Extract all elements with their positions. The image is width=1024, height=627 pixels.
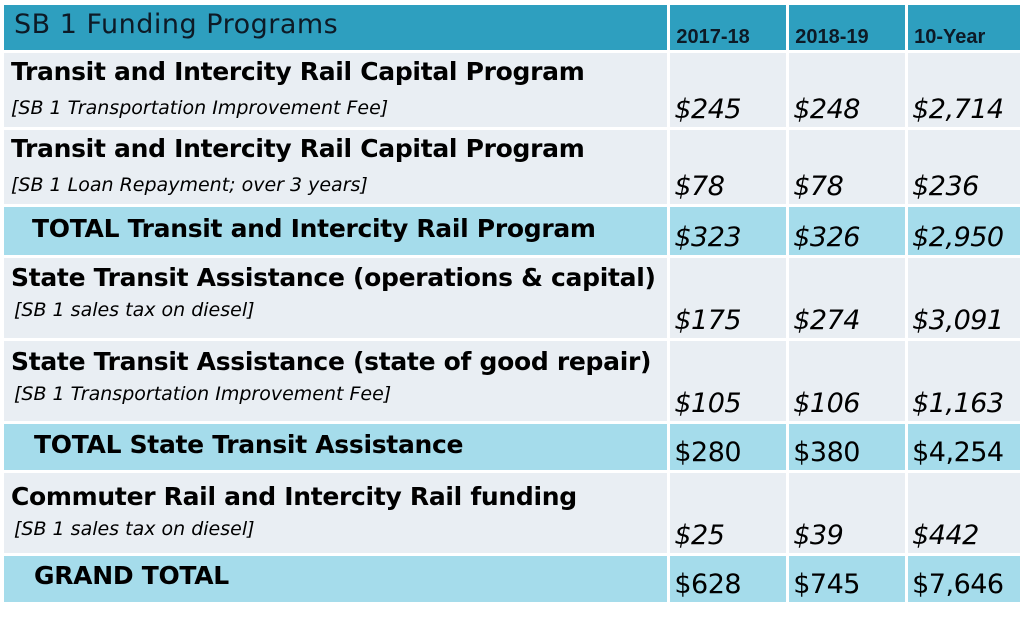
value-cell: $274 bbox=[789, 258, 906, 338]
value-cell: $175 bbox=[670, 258, 787, 338]
value-10-year: $7,646 bbox=[912, 569, 1004, 600]
program-source: [SB 1 Transportation Improvement Fee] bbox=[11, 97, 389, 119]
value-cell: $105 bbox=[670, 341, 787, 421]
value-cell: $280 bbox=[670, 424, 787, 470]
value-cell: $3,091 bbox=[908, 258, 1021, 338]
total-label: TOTAL State Transit Assistance bbox=[34, 430, 464, 459]
value-2018-19: $274 bbox=[793, 305, 860, 336]
program-cell: TOTAL State Transit Assistance bbox=[4, 424, 668, 470]
column-header: 2018-19 bbox=[795, 26, 869, 48]
program-cell: TOTAL Transit and Intercity Rail Program bbox=[4, 207, 668, 255]
value-10-year: $442 bbox=[912, 520, 979, 551]
header-col-10-year: 10-Year bbox=[908, 5, 1021, 50]
value-cell: $2,950 bbox=[908, 207, 1021, 255]
header-col-2018-19: 2018-19 bbox=[789, 5, 906, 50]
value-10-year: $236 bbox=[912, 171, 979, 202]
table-header-row: SB 1 Funding Programs 2017-18 2018-19 10… bbox=[4, 5, 1021, 50]
table-row: Transit and Intercity Rail Capital Progr… bbox=[4, 130, 1021, 204]
value-2017-18: $175 bbox=[674, 305, 742, 336]
program-cell: State Transit Assistance (operations & c… bbox=[4, 258, 668, 338]
program-source: [SB 1 Transportation Improvement Fee] bbox=[14, 383, 392, 405]
program-cell: Commuter Rail and Intercity Rail funding… bbox=[4, 473, 668, 553]
program-name: State Transit Assistance (state of good … bbox=[11, 347, 652, 376]
value-2017-18: $25 bbox=[674, 520, 725, 551]
program-name: Transit and Intercity Rail Capital Progr… bbox=[11, 57, 585, 86]
value-2018-19: $39 bbox=[793, 520, 844, 551]
value-cell: $106 bbox=[789, 341, 906, 421]
value-cell: $4,254 bbox=[908, 424, 1021, 470]
value-cell: $745 bbox=[789, 556, 906, 602]
value-2018-19: $106 bbox=[793, 388, 860, 419]
value-cell: $248 bbox=[789, 53, 906, 127]
value-2018-19: $248 bbox=[793, 94, 860, 125]
value-2018-19: $745 bbox=[793, 569, 860, 600]
value-2017-18: $78 bbox=[674, 171, 725, 202]
value-cell: $628 bbox=[670, 556, 787, 602]
table-title: SB 1 Funding Programs bbox=[14, 9, 339, 40]
total-row: TOTAL State Transit Assistance $280 $380… bbox=[4, 424, 1021, 470]
value-cell: $380 bbox=[789, 424, 906, 470]
value-cell: $1,163 bbox=[908, 341, 1021, 421]
total-label: TOTAL Transit and Intercity Rail Program bbox=[32, 214, 596, 243]
value-cell: $25 bbox=[670, 473, 787, 553]
value-10-year: $2,950 bbox=[912, 222, 1004, 253]
program-cell: Transit and Intercity Rail Capital Progr… bbox=[4, 130, 668, 204]
value-cell: $323 bbox=[670, 207, 787, 255]
funding-table: SB 1 Funding Programs 2017-18 2018-19 10… bbox=[4, 5, 1021, 605]
program-cell: Transit and Intercity Rail Capital Progr… bbox=[4, 53, 668, 127]
program-name: Transit and Intercity Rail Capital Progr… bbox=[11, 134, 585, 163]
total-row: TOTAL Transit and Intercity Rail Program… bbox=[4, 207, 1021, 255]
value-2017-18: $105 bbox=[674, 388, 742, 419]
program-source: [SB 1 sales tax on diesel] bbox=[14, 299, 255, 321]
grand-total-label: GRAND TOTAL bbox=[34, 561, 229, 590]
column-header: 2017-18 bbox=[676, 26, 750, 48]
value-cell: $326 bbox=[789, 207, 906, 255]
value-cell: $245 bbox=[670, 53, 787, 127]
value-10-year: $1,163 bbox=[912, 388, 1004, 419]
table-row: Transit and Intercity Rail Capital Progr… bbox=[4, 53, 1021, 127]
value-2017-18: $245 bbox=[674, 94, 742, 125]
value-2017-18: $628 bbox=[674, 569, 742, 600]
value-10-year: $2,714 bbox=[912, 94, 1004, 125]
header-title-cell: SB 1 Funding Programs bbox=[4, 5, 668, 50]
value-cell: $442 bbox=[908, 473, 1021, 553]
table-row: Commuter Rail and Intercity Rail funding… bbox=[4, 473, 1021, 553]
grand-total-row: GRAND TOTAL $628 $745 $7,646 bbox=[4, 556, 1021, 602]
value-10-year: $4,254 bbox=[912, 437, 1004, 468]
value-cell: $39 bbox=[789, 473, 906, 553]
value-cell: $78 bbox=[789, 130, 906, 204]
program-cell: State Transit Assistance (state of good … bbox=[4, 341, 668, 421]
value-cell: $78 bbox=[670, 130, 787, 204]
value-2017-18: $280 bbox=[674, 437, 742, 468]
column-header: 10-Year bbox=[914, 26, 986, 48]
value-cell: $236 bbox=[908, 130, 1021, 204]
value-2018-19: $326 bbox=[793, 222, 860, 253]
program-cell: GRAND TOTAL bbox=[4, 556, 668, 602]
value-2018-19: $380 bbox=[793, 437, 860, 468]
table-row: State Transit Assistance (operations & c… bbox=[4, 258, 1021, 338]
program-name: State Transit Assistance (operations & c… bbox=[11, 263, 656, 292]
value-2018-19: $78 bbox=[793, 171, 844, 202]
program-source: [SB 1 Loan Repayment; over 3 years] bbox=[11, 174, 368, 196]
table-row: State Transit Assistance (state of good … bbox=[4, 341, 1021, 421]
header-col-2017-18: 2017-18 bbox=[670, 5, 787, 50]
value-2017-18: $323 bbox=[674, 222, 742, 253]
program-source: [SB 1 sales tax on diesel] bbox=[14, 518, 255, 540]
value-cell: $7,646 bbox=[908, 556, 1021, 602]
value-cell: $2,714 bbox=[908, 53, 1021, 127]
program-name: Commuter Rail and Intercity Rail funding bbox=[11, 482, 577, 511]
value-10-year: $3,091 bbox=[912, 305, 1004, 336]
